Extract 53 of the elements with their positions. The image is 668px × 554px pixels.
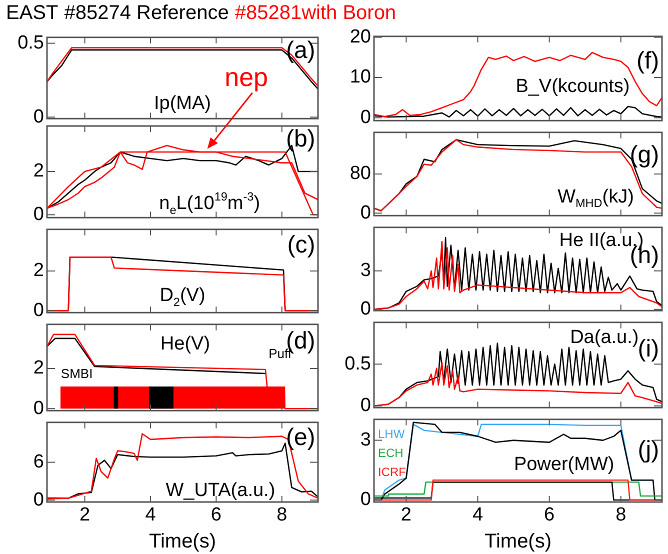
x-tick-label: 2 xyxy=(79,504,90,526)
y-tick-label: 2 xyxy=(33,260,44,282)
y-tick-label: 0 xyxy=(33,398,44,419)
annotation: (e) xyxy=(286,424,316,451)
chart-title: EAST xyxy=(6,2,58,24)
y-tick-label: 6 xyxy=(33,451,44,472)
y-tick-label: 0.5 xyxy=(18,32,44,54)
y-tick-label: 0 xyxy=(33,204,44,226)
annotation: Power(MW) xyxy=(514,454,614,476)
y-tick-label: 0 xyxy=(360,395,371,416)
annotation: (a) xyxy=(286,36,316,64)
y-tick-label: 3 xyxy=(360,260,371,282)
y-tick-label: 0 xyxy=(33,300,44,321)
annotation: (g) xyxy=(630,141,660,168)
series-label: #85274 Reference xyxy=(64,2,229,24)
annotation: (f) xyxy=(636,47,660,74)
y-tick-label: 0 xyxy=(360,202,371,224)
annotation: (b) xyxy=(286,125,316,152)
annotation: W_UTA(a.u.) xyxy=(166,480,276,502)
annotation: nep xyxy=(224,62,268,92)
x-tick-label: 2 xyxy=(400,504,412,526)
x-tick-label: 8 xyxy=(276,504,288,526)
text: ECH xyxy=(378,445,404,462)
y-tick-label: 0 xyxy=(360,107,371,128)
y-tick-label: 0 xyxy=(33,106,44,128)
y-tick-label: 0.5 xyxy=(344,353,371,374)
x-tick-label: 8 xyxy=(616,504,626,526)
y-tick-label: 0 xyxy=(33,489,44,510)
annotation: He(V) xyxy=(160,333,210,354)
y-tick-label: 10 xyxy=(350,66,371,88)
annotation: B_V(kcounts) xyxy=(516,76,630,98)
x-axis-title: Time(s) xyxy=(484,530,552,553)
y-tick-label: 3 xyxy=(360,430,371,451)
y-tick-label: 2 xyxy=(33,160,44,182)
y-tick-label: 0 xyxy=(360,489,371,510)
y-tick-label: 0 xyxy=(360,298,371,320)
annotation: (j) xyxy=(638,436,660,464)
annotation: Da(a.u.) xyxy=(570,326,639,348)
annotation: (c) xyxy=(287,232,316,259)
x-tick-label: 4 xyxy=(145,504,156,526)
x-tick-label: 6 xyxy=(544,504,555,526)
y-tick-label: 80 xyxy=(350,163,371,184)
annotation: SMBI xyxy=(60,366,93,381)
annotation: (i) xyxy=(638,335,660,362)
x-axis-title: Time(s) xyxy=(148,530,216,553)
series-label: #85281with Boron xyxy=(234,2,396,24)
x-tick-label: 6 xyxy=(210,504,222,526)
annotation: Ip(MA) xyxy=(154,93,211,114)
x-tick-label: 4 xyxy=(472,504,484,526)
series-label: LHW xyxy=(378,426,406,444)
series-label: ICRF xyxy=(378,464,406,482)
y-tick-label: 20 xyxy=(350,26,371,48)
y-tick-label: 2 xyxy=(33,358,44,379)
